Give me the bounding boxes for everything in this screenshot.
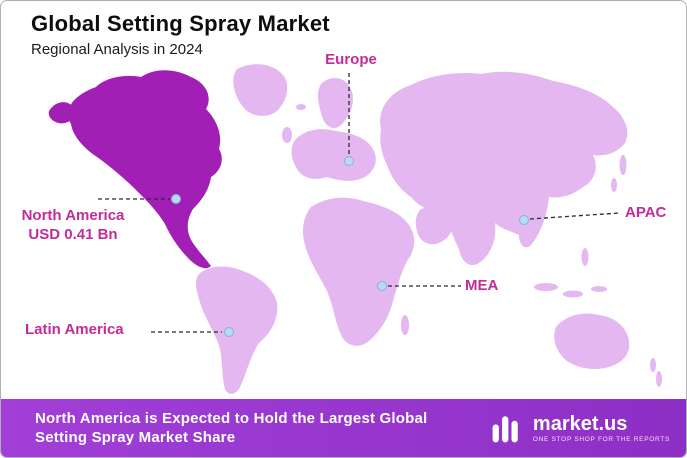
page-subtitle: Regional Analysis in 2024 [31,41,203,58]
region-shape-australia [554,313,630,369]
region-shape-japan-north [619,155,627,175]
region-shape-indonesia-3 [591,286,607,292]
world-map [1,59,686,401]
region-shape-alaska [48,102,75,124]
region-shape-indonesia-2 [563,290,583,298]
region-shape-africa [303,197,415,346]
region-shape-scandinavia [317,77,354,128]
footer-banner: North America is Expected to Hold the La… [1,399,686,457]
region-shape-indonesia-1 [534,283,558,291]
marker-mea [377,281,387,291]
marker-apac [519,215,529,225]
bar-chart-icon [492,416,518,443]
region-label-apac: APAC [625,204,667,221]
brand-text: market.us ONE STOP SHOP FOR THE REPORTS [533,413,670,443]
leader-line-apac [529,212,620,220]
region-label-latin-america: Latin America [25,321,124,338]
region-label-mea: MEA [465,277,499,294]
marker-europe [344,156,354,166]
region-value-north-america: USD 0.41 Bn [28,226,118,243]
brand-logo: market.us ONE STOP SHOP FOR THE REPORTS [489,410,670,446]
region-shape-europe [291,129,376,181]
region-shape-madagascar [401,315,409,335]
region-label-europe: Europe [325,51,377,68]
region-label-north-america: North America USD 0.41 Bn [7,206,139,244]
region-shape-uk [282,127,292,143]
region-shape-iceland [296,104,306,110]
brand-name: market.us [532,413,628,435]
footer-note: North America is Expected to Hold the La… [35,410,428,446]
marker-latin-america [224,327,234,337]
region-shape-south-america [195,266,278,394]
region-shape-asia [380,71,628,266]
brand-tagline: ONE STOP SHOP FOR THE REPORTS [532,436,670,443]
region-shape-new-zealand-2 [656,371,662,387]
region-shape-new-zealand-1 [650,358,656,372]
region-shape-japan-south [611,178,617,192]
region-shape-greenland [233,64,288,116]
page-title: Global Setting Spray Market [31,11,330,36]
world-map-svg [48,64,662,394]
region-label-north-america-name: North America [21,207,125,224]
marker-north-america [171,194,181,204]
region-shape-philippines [581,248,589,266]
region-shape-north-america [67,70,222,269]
region-shape-arabia [415,207,453,245]
